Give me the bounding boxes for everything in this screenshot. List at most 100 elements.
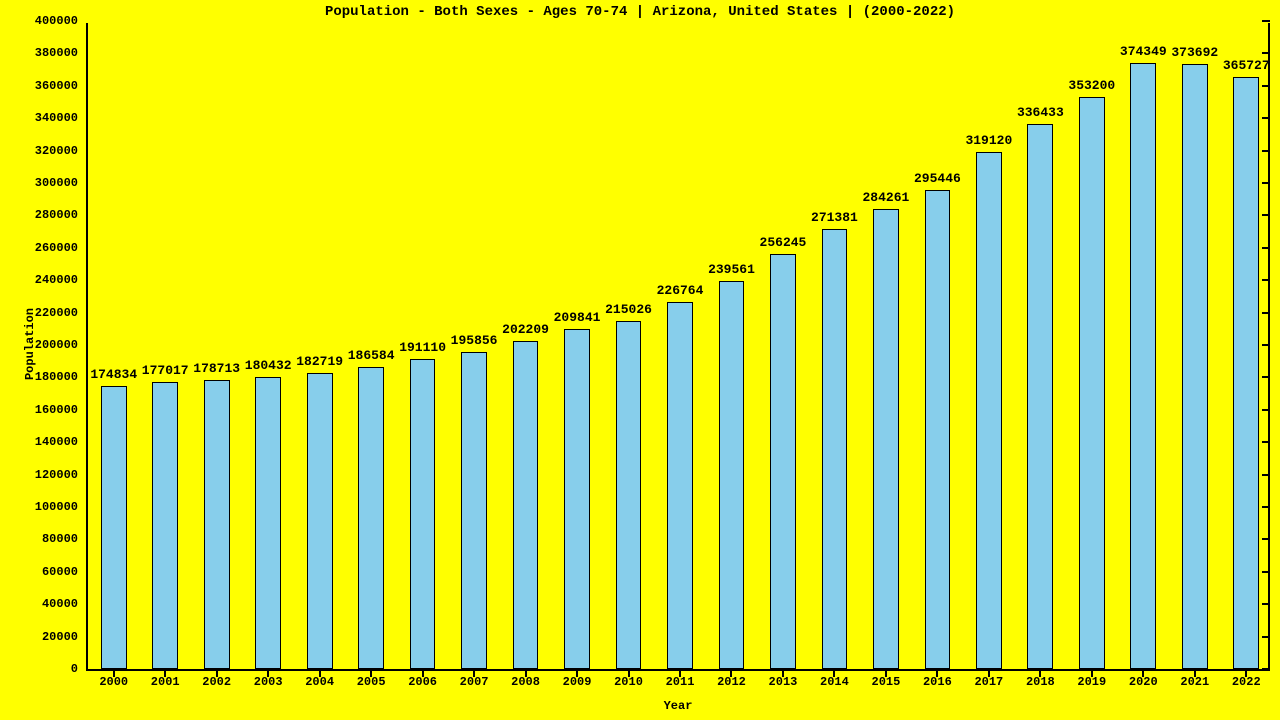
y-tick-mark [1262,150,1270,152]
y-tick-mark [1262,214,1270,216]
bar-value-label: 256245 [760,235,807,250]
y-tick-label: 380000 [35,46,88,60]
bar [255,377,281,669]
y-tick-label: 280000 [35,208,88,222]
x-tick-mark [370,669,372,677]
y-tick-mark [1262,20,1270,22]
bar-value-label: 180432 [245,358,292,373]
bar [873,209,899,670]
x-tick-mark [628,669,630,677]
y-tick-label: 40000 [42,597,88,611]
y-tick-mark [1262,117,1270,119]
y-tick-label: 300000 [35,176,88,190]
x-tick-mark [113,669,115,677]
y-tick-label: 340000 [35,111,88,125]
x-tick-mark [525,669,527,677]
bar [1130,63,1156,669]
bar [925,190,951,669]
x-tick-mark [1194,669,1196,677]
y-tick-label: 180000 [35,370,88,384]
y-tick-mark [1262,506,1270,508]
x-tick-mark [730,669,732,677]
y-tick-label: 60000 [42,565,88,579]
bar [667,302,693,669]
y-tick-mark [1262,312,1270,314]
bar-value-label: 226764 [657,283,704,298]
y-tick-label: 360000 [35,79,88,93]
bar-value-label: 177017 [142,363,189,378]
bar [564,329,590,669]
bar-value-label: 353200 [1068,78,1115,93]
y-tick-label: 200000 [35,338,88,352]
bar-value-label: 202209 [502,322,549,337]
bar-value-label: 186584 [348,348,395,363]
x-tick-mark [885,669,887,677]
x-tick-mark [576,669,578,677]
x-tick-mark [782,669,784,677]
x-tick-mark [936,669,938,677]
y-tick-label: 120000 [35,468,88,482]
bar [101,386,127,669]
bar [719,281,745,669]
y-tick-label: 20000 [42,630,88,644]
y-tick-mark [1262,441,1270,443]
x-tick-mark [267,669,269,677]
bar-value-label: 182719 [296,354,343,369]
y-tick-mark [1262,182,1270,184]
bar [410,359,436,669]
bar-value-label: 284261 [863,190,910,205]
bar [1182,64,1208,669]
y-tick-label: 0 [71,662,88,676]
y-tick-mark [1262,52,1270,54]
bar-value-label: 373692 [1171,45,1218,60]
bar [513,341,539,669]
bar [822,229,848,669]
x-tick-mark [988,669,990,677]
x-tick-mark [1142,669,1144,677]
population-bar-chart: Population - Both Sexes - Ages 70-74 | A… [0,0,1280,720]
y-tick-mark [1262,603,1270,605]
bar-value-label: 191110 [399,340,446,355]
y-tick-label: 400000 [35,14,88,28]
x-tick-mark [216,669,218,677]
bar-value-label: 209841 [554,310,601,325]
bar [770,254,796,669]
chart-title: Population - Both Sexes - Ages 70-74 | A… [0,4,1280,20]
y-tick-mark [1262,344,1270,346]
bar-value-label: 365727 [1223,58,1270,73]
y-tick-label: 140000 [35,435,88,449]
bar-value-label: 374349 [1120,44,1167,59]
y-tick-mark [1262,571,1270,573]
bar [1233,77,1259,669]
y-tick-label: 260000 [35,241,88,255]
bar-value-label: 239561 [708,262,755,277]
x-tick-mark [164,669,166,677]
y-tick-mark [1262,636,1270,638]
bar-value-label: 178713 [193,361,240,376]
x-tick-mark [679,669,681,677]
x-tick-mark [422,669,424,677]
y-tick-mark [1262,247,1270,249]
bar-value-label: 195856 [451,333,498,348]
bar-value-label: 271381 [811,210,858,225]
x-tick-mark [473,669,475,677]
x-tick-mark [1245,669,1247,677]
bar [976,152,1002,669]
y-tick-mark [1262,409,1270,411]
x-axis-label: Year [86,699,1270,713]
bar [152,382,178,669]
bar [616,321,642,669]
bar-value-label: 174834 [90,367,137,382]
y-tick-label: 160000 [35,403,88,417]
y-tick-mark [1262,538,1270,540]
bar [307,373,333,669]
x-tick-mark [319,669,321,677]
bar-value-label: 295446 [914,171,961,186]
y-tick-mark [1262,85,1270,87]
bar [461,352,487,669]
x-tick-mark [1039,669,1041,677]
y-tick-mark [1262,376,1270,378]
bar-value-label: 215026 [605,302,652,317]
bar [358,367,384,669]
bar-value-label: 336433 [1017,105,1064,120]
